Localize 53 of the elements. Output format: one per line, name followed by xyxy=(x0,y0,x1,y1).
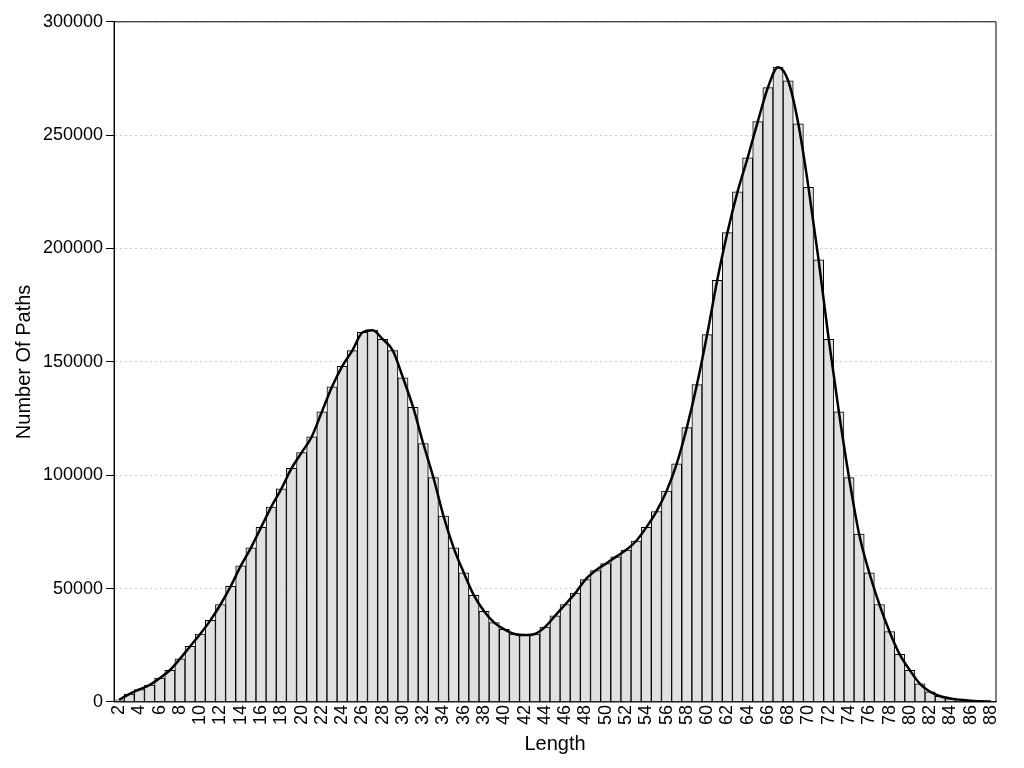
x-tick-label: 52 xyxy=(614,704,635,726)
y-tick-label: 200000 xyxy=(42,237,104,258)
y-tick-label: 100000 xyxy=(42,464,104,485)
x-tick-label: 78 xyxy=(878,704,899,726)
y-tick-label: 250000 xyxy=(42,124,104,145)
x-tick-label: 80 xyxy=(898,704,919,726)
x-tick-label: 22 xyxy=(310,704,331,726)
x-tick-label: 14 xyxy=(229,704,250,726)
x-tick-label: 74 xyxy=(837,704,858,726)
y-tick-label: 50000 xyxy=(53,577,104,598)
x-tick-label: 50 xyxy=(594,704,615,726)
x-tick-label: 44 xyxy=(533,704,554,726)
x-tick-label: 42 xyxy=(513,704,534,726)
x-tick-label: 56 xyxy=(655,704,676,726)
x-tick-label: 46 xyxy=(554,704,575,726)
x-tick-label: 76 xyxy=(858,704,879,726)
x-tick-label: 58 xyxy=(675,704,696,726)
x-tick-label: 24 xyxy=(331,704,352,726)
x-tick-label: 60 xyxy=(696,704,717,726)
y-tick-label: 300000 xyxy=(42,10,104,31)
x-tick-label: 70 xyxy=(797,704,818,726)
x-tick-label: 82 xyxy=(919,704,940,726)
x-tick-label: 86 xyxy=(959,704,980,726)
x-tick-label: 84 xyxy=(939,704,960,726)
x-tick-label: 88 xyxy=(979,704,1000,726)
y-axis-title: Number Of Paths xyxy=(11,284,34,440)
x-tick-label: 20 xyxy=(290,704,311,726)
x-tick-label: 8 xyxy=(168,704,189,715)
x-tick-label: 34 xyxy=(432,704,453,726)
x-tick-label: 72 xyxy=(817,704,838,726)
x-axis-title: Length xyxy=(524,731,586,754)
x-tick-label: 6 xyxy=(148,704,169,715)
x-tick-label: 48 xyxy=(574,704,595,726)
x-tick-label: 26 xyxy=(351,704,372,726)
x-tick-label: 54 xyxy=(635,704,656,726)
x-tick-label: 62 xyxy=(716,704,737,726)
x-tick-label: 68 xyxy=(777,704,798,726)
y-tick-label: 0 xyxy=(93,690,104,711)
x-tick-label: 30 xyxy=(391,704,412,726)
x-tick-label: 28 xyxy=(371,704,392,726)
x-tick-label: 38 xyxy=(473,704,494,726)
y-tick-label: 150000 xyxy=(42,350,104,371)
x-tick-label: 64 xyxy=(736,704,757,726)
x-tick-label: 18 xyxy=(270,704,291,726)
x-tick-label: 66 xyxy=(756,704,777,726)
x-tick-label: 2 xyxy=(108,704,129,715)
x-tick-label: 12 xyxy=(209,704,230,726)
x-tick-label: 32 xyxy=(412,704,433,726)
x-tick-label: 4 xyxy=(128,704,149,715)
x-tick-label: 36 xyxy=(452,704,473,726)
x-tick-label: 10 xyxy=(189,704,210,726)
x-tick-label: 40 xyxy=(493,704,514,726)
x-tick-label: 16 xyxy=(250,704,271,726)
